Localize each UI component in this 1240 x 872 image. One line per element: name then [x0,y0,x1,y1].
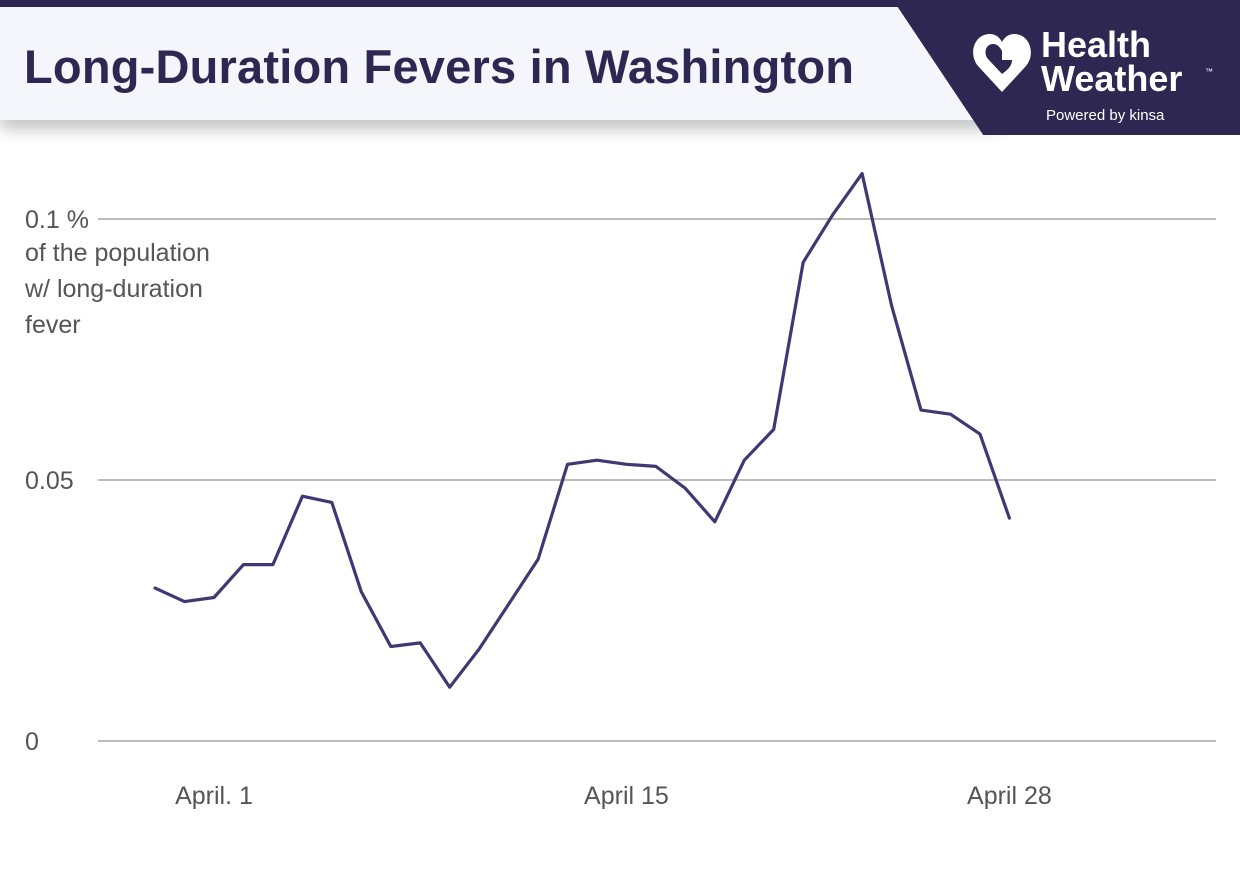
y-axis-label: of the population w/ long-duration fever [25,235,210,343]
x-tick-label: April 28 [967,782,1052,810]
brand-name: Health Weather [1041,24,1183,99]
title-band: Long-Duration Fevers in Washington [0,7,1000,120]
series-line [153,172,1012,689]
brand-tagline: Powered by kinsa [1046,107,1165,124]
y-tick-label: 0.05 [25,467,74,495]
top-accent-rule [0,0,1240,7]
series-layer [153,172,1012,689]
grid-layer [98,218,1216,742]
brand-name-line1: Health [1041,24,1152,65]
brand-name-line2: Weather [1041,58,1183,99]
x-tick-label: April 15 [584,782,669,810]
y-tick-label: 0 [25,728,39,756]
y-axis-label-line: fever [25,311,81,339]
heart-logo-icon [973,34,1031,92]
x-tick-label: April. 1 [175,782,253,810]
brand-trademark: ™ [1205,67,1213,76]
y-axis-label-line: of the population [25,239,210,267]
y-axis-label-line: w/ long-duration [25,275,203,303]
x-tick-labels: April. 1 April 15 April 28 [175,782,1052,810]
chart-title: Long-Duration Fevers in Washington [24,40,855,93]
y-tick-labels: 0 0.05 0.1 % [25,206,89,756]
y-tick-label: 0.1 % [25,206,89,234]
